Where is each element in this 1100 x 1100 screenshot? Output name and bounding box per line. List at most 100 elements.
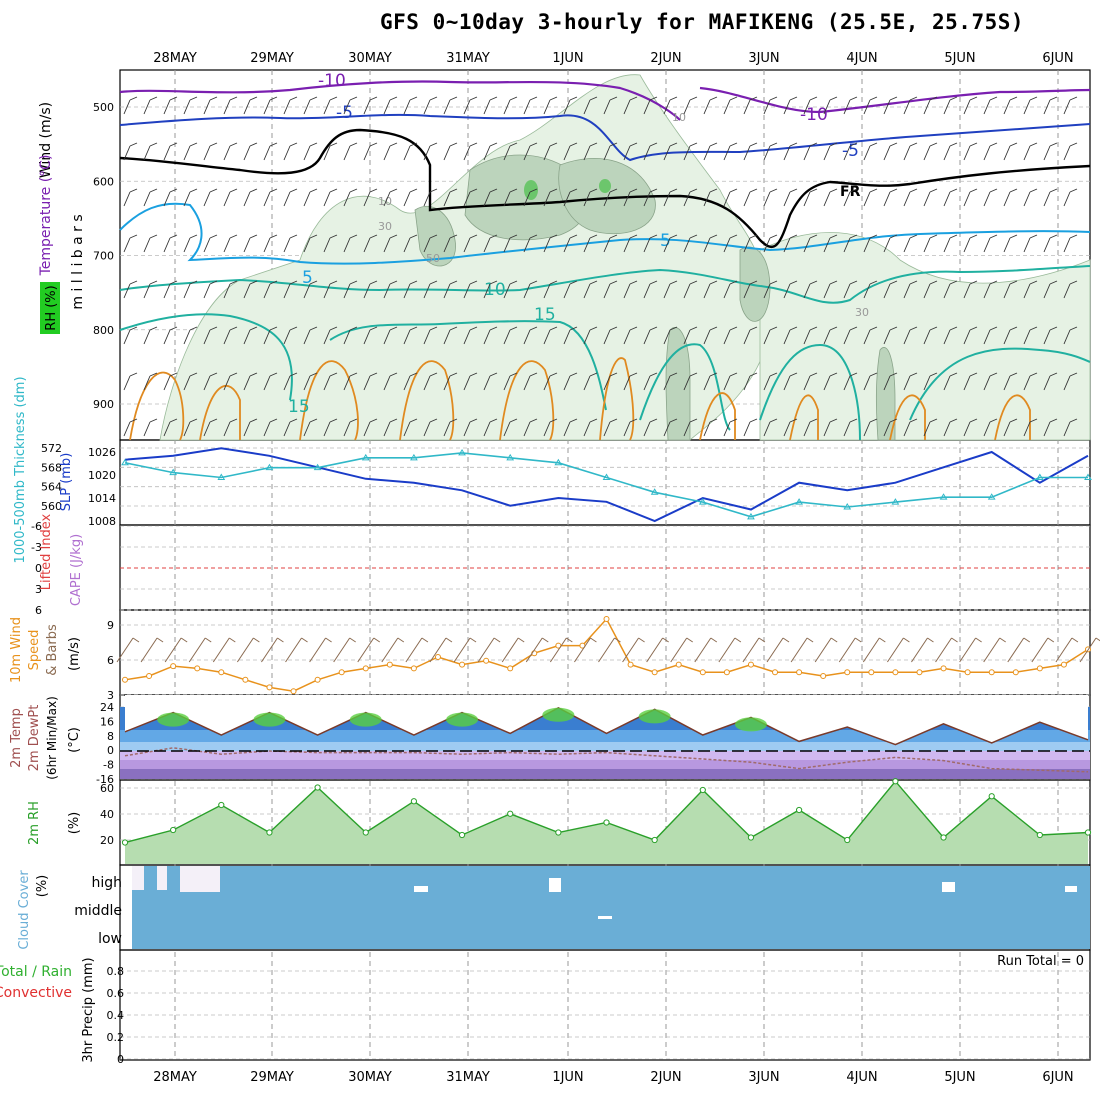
upper-wind-barb	[803, 375, 811, 391]
temp-warm-peak	[253, 712, 286, 727]
upper-wind-barb-flag	[689, 234, 698, 239]
upper-wind-barb	[523, 145, 531, 161]
upper-wind-barb	[203, 99, 211, 115]
upper-wind-barb-flag	[469, 96, 478, 101]
upper-wind-barb	[323, 99, 331, 115]
upper-wind-barb	[903, 191, 911, 207]
upper-wind-barb-flag	[869, 280, 878, 285]
upper-wind-barb-flag	[129, 142, 138, 147]
upper-wind-barb	[823, 99, 831, 115]
upper-wind-barb	[883, 283, 891, 299]
upper-wind-barb-flag	[549, 188, 558, 193]
upper-wind-barb-flag	[909, 96, 918, 101]
upper-wind-barb-flag	[189, 372, 198, 377]
upper-wind-barb	[1063, 375, 1071, 391]
upper-wind-barb	[623, 329, 631, 345]
upper-wind-barb	[703, 99, 711, 115]
upper-wind-barb	[503, 421, 511, 437]
wind-speed-point	[1012, 669, 1019, 676]
upper-wind-barb-flag	[949, 418, 958, 423]
upper-wind-barb	[843, 329, 851, 345]
rh2m-units: (%)	[67, 812, 82, 835]
upper-wind-barb	[303, 375, 311, 391]
upper-wind-barb	[503, 329, 511, 345]
upper-wind-barb-flag	[369, 326, 378, 331]
upper-wind-barb	[1043, 375, 1051, 391]
time-tick-label-top: 5JUN	[944, 51, 975, 66]
upper-wind-barb-flag	[249, 280, 258, 285]
wind-speed-point	[170, 663, 177, 670]
upper-wind-barb	[743, 237, 751, 253]
upper-wind-barb-flag	[929, 326, 938, 331]
upper-wind-barb	[143, 237, 151, 253]
upper-wind-barb-flag	[469, 326, 478, 331]
upper-wind-barb	[403, 99, 411, 115]
upper-wind-barb	[943, 375, 951, 391]
wind-barb-flag	[927, 637, 934, 643]
upper-wind-barb	[643, 421, 651, 437]
upper-wind-barb-flag	[989, 96, 998, 101]
upper-wind-barb	[283, 329, 291, 345]
upper-wind-barb	[663, 375, 671, 391]
rh2m-point	[170, 826, 177, 834]
upper-wind-barb-flag	[489, 372, 498, 377]
upper-wind-barb	[423, 237, 431, 253]
contour-plus20	[129, 357, 1031, 441]
time-tick-label-top: 30MAY	[348, 51, 392, 66]
upper-wind-barb-flag	[1009, 280, 1018, 285]
wind-barb-flag	[1047, 637, 1055, 643]
temp2m-ylabel-1: 2m Temp	[9, 708, 24, 768]
upper-wind-barb-flag	[329, 188, 338, 193]
upper-wind-barb	[883, 145, 891, 161]
upper-wind-barb-flag	[629, 96, 638, 101]
upper-wind-barb-flag	[529, 372, 538, 377]
upper-wind-barb	[683, 283, 691, 299]
thickness-point	[1035, 473, 1044, 480]
upper-wind-barb-flag	[389, 96, 398, 101]
upper-wind-barb	[863, 329, 871, 345]
upper-wind-barb-flag	[449, 326, 458, 331]
upper-wind-barb	[323, 329, 331, 345]
upper-wind-barb-flag	[569, 234, 578, 239]
wind-barb	[1079, 637, 1097, 663]
time-tick-label-top: 6JUN	[1042, 51, 1073, 66]
upper-wind-barb	[463, 237, 471, 253]
upper-wind-barb	[263, 191, 271, 207]
upper-wind-barb	[1043, 145, 1051, 161]
temp2m-ylabel-2: 2m DewPt	[27, 705, 42, 772]
upper-wind-barb-flag	[709, 372, 718, 377]
wind-speed-point	[242, 676, 249, 683]
upper-wind-barb	[543, 421, 551, 437]
upper-wind-barb-flag	[769, 418, 778, 423]
upper-wind-barb	[923, 145, 931, 161]
upper-wind-barb	[463, 375, 471, 391]
upper-wind-barb	[223, 283, 231, 299]
upper-wind-barb-flag	[249, 96, 258, 101]
upper-wind-barb	[543, 283, 551, 299]
upper-wind-barb-flag	[689, 188, 698, 193]
upper-wind-barb-flag	[509, 188, 518, 193]
rh2m-point	[458, 831, 466, 839]
upper-wind-barb	[683, 329, 691, 345]
time-tick-label-top: 28MAY	[153, 51, 197, 66]
wind-barb	[333, 637, 351, 663]
upper-wind-barb-flag	[769, 234, 778, 239]
upper-wind-barb-flag	[1029, 326, 1038, 331]
upper-wind-barb-flag	[809, 234, 818, 239]
upper-wind-barb-flag	[629, 372, 638, 377]
thickness-point	[169, 468, 178, 476]
upper-wind-barb-flag	[229, 142, 238, 147]
precip-tick: 0.8	[107, 965, 125, 978]
upper-wind-barb	[443, 99, 451, 115]
upper-wind-barb-flag	[509, 326, 518, 331]
upper-wind-barb	[1043, 329, 1051, 345]
upper-wind-barb-flag	[429, 188, 438, 193]
upper-wind-barb	[363, 145, 371, 161]
upper-wind-barb-flag	[789, 326, 798, 331]
upper-wind-barb	[383, 191, 391, 207]
upper-wind-barb-flag	[829, 188, 838, 193]
rh2m-point	[747, 834, 755, 841]
upper-wind-barb	[963, 421, 971, 437]
upper-wind-barb-flag	[569, 188, 578, 193]
upper-wind-barb	[683, 237, 691, 253]
